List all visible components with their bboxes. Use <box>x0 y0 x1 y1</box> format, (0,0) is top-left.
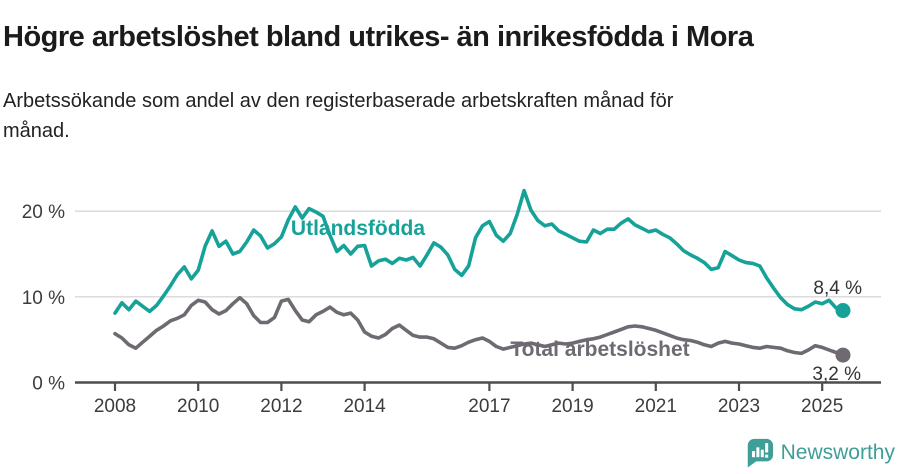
series-line-0 <box>113 188 845 315</box>
x-tick-label-2019: 2019 <box>551 396 593 417</box>
x-tick-label-2017: 2017 <box>468 396 510 417</box>
chart-subtitle: Arbetssökande som andel av den registerb… <box>3 90 674 142</box>
x-tick-label-2021: 2021 <box>635 396 677 417</box>
page-title: Högre arbetslöshet bland utrikes- än inr… <box>3 21 754 54</box>
y-tick-label-20: 20 % <box>22 202 65 223</box>
series-label-utlandsfodda: Utlandsfödda <box>291 217 425 240</box>
series-end-dot-1 <box>835 347 851 363</box>
x-tick-label-2012: 2012 <box>260 396 302 417</box>
y-tick-label-10: 10 % <box>22 288 65 309</box>
x-axis-labels: 2008 2010 2012 2014 2017 2019 2021 2023 2025 <box>94 396 843 417</box>
newsworthy-icon <box>747 438 773 468</box>
x-tick-label-2008: 2008 <box>94 396 136 417</box>
x-tick-label-2025: 2025 <box>801 396 843 417</box>
series-end-dots <box>835 303 851 363</box>
newsworthy-logo: Newsworthy <box>744 437 895 468</box>
x-tick-label-2023: 2023 <box>718 396 760 417</box>
x-tick-label-2014: 2014 <box>343 396 386 417</box>
series-label-total: Total arbetslöshet <box>510 338 689 361</box>
y-axis-labels: 0 % 10 % 20 % <box>22 202 65 394</box>
end-value-label-utlandsfodda: 8,4 % <box>813 278 862 299</box>
y-tick-label-0: 0 % <box>32 374 65 395</box>
newsworthy-wordmark: Newsworthy <box>780 440 895 464</box>
series-end-dot-0 <box>835 303 851 319</box>
gridlines <box>75 210 881 298</box>
x-tick-marks <box>113 383 824 391</box>
series-lines <box>113 188 845 357</box>
end-value-label-total: 3,2 % <box>812 364 861 385</box>
series-line-1 <box>113 295 845 357</box>
x-tick-label-2010: 2010 <box>177 396 219 417</box>
